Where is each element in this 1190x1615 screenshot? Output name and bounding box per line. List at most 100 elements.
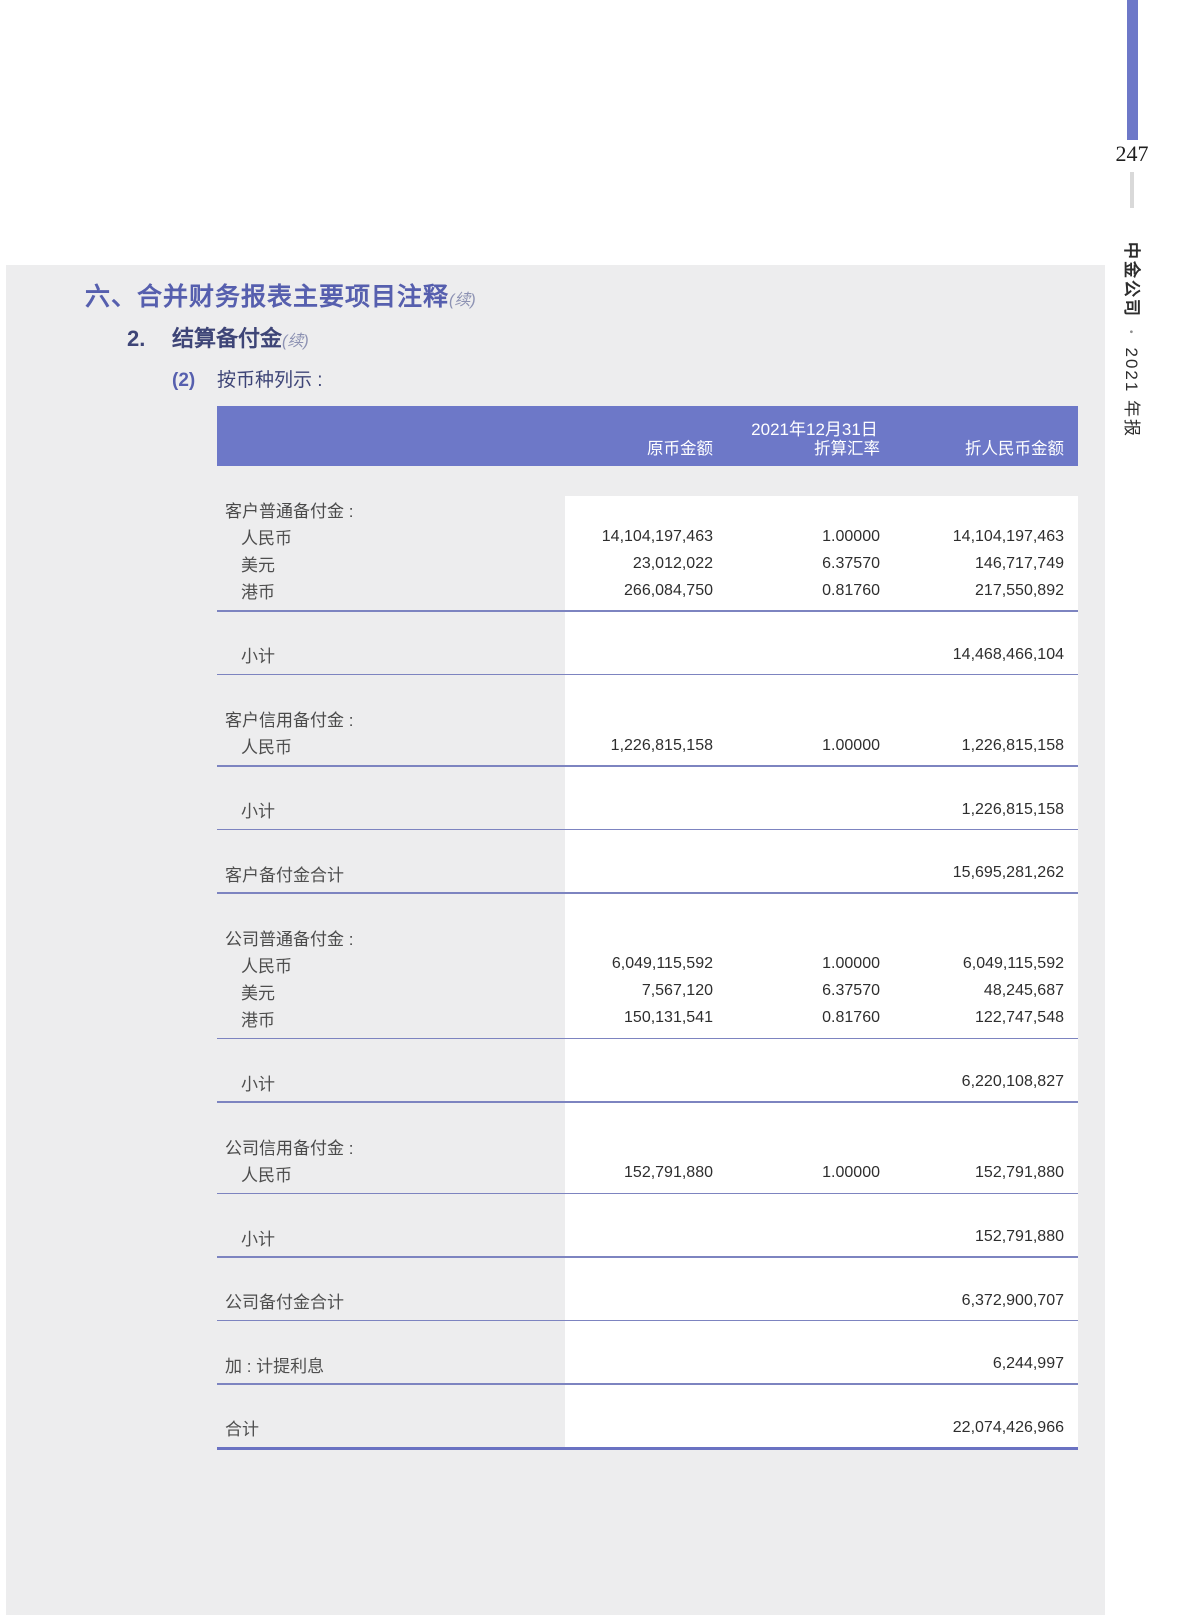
table-rule [217,610,1078,612]
spine-edition: 2021 年报 [1122,347,1141,439]
column-header-cny-amount: 折人民币金额 [965,440,1064,458]
row-label: 客户信用备付金 : [225,711,354,730]
cny-amount-cell: 152,791,880 [975,1228,1064,1245]
subsection-heading-text: 结算备付金 [172,326,283,351]
table-row-currency: 人民币 6,049,115,592 1.00000 6,049,115,592 [217,951,1078,978]
table-row-subtotal: 小计 1,226,815,158 [217,797,1078,823]
spine-bullet-icon: • [1125,330,1136,336]
table-date-header: 2021年12月31日 [751,420,878,439]
row-label: 人民币 [241,1165,292,1185]
table-row-group: 公司信用备付金 : [217,1133,1078,1160]
table-row-total: 公司备付金合计 6,372,900,707 [217,1288,1078,1314]
table-row-currency: 美元 7,567,120 6.37570 48,245,687 [217,978,1078,1005]
row-label: 人民币 [241,956,292,976]
column-header-exchange-rate: 折算汇率 [814,440,880,458]
spine-company: 中金公司 [1122,242,1141,318]
cny-amount-cell: 6,244,997 [992,1355,1064,1372]
cny-amount-cell: 48,245,687 [983,982,1064,999]
table-rule [217,765,1078,767]
row-label: 合计 [225,1420,259,1439]
settlement-deposits-table: 2021年12月31日 原币金额 折算汇率 折人民币金额 客户普通备付金 : 人民… [217,406,1078,1450]
original-amount-cell: 152,791,880 [624,1164,713,1181]
table-row-currency: 人民币 1,226,815,158 1.00000 1,226,815,158 [217,732,1078,759]
cny-amount-cell: 152,791,880 [975,1164,1064,1181]
row-label: 港币 [241,583,275,602]
table-column-headers: 原币金额 折算汇率 折人民币金额 [217,435,1078,459]
list-heading: (2) 按币种列示 : [172,365,323,392]
table-row-subtotal: 小计 152,791,880 [217,1224,1078,1250]
table-rule [217,1383,1078,1385]
table-rule [217,1192,1078,1194]
exchange-rate-cell: 6.37570 [822,554,880,572]
row-label: 公司信用备付金 : [225,1138,354,1158]
row-label: 人民币 [241,529,292,548]
original-amount-cell: 6,049,115,592 [611,955,713,972]
table-rule [217,1319,1078,1321]
cny-amount-cell: 122,747,548 [975,1009,1064,1026]
row-label: 公司备付金合计 [225,1293,344,1312]
row-label: 加 : 计提利息 [225,1356,325,1376]
table-rule [217,892,1078,894]
row-label: 港币 [241,1010,275,1030]
original-amount-cell: 266,084,750 [624,581,713,599]
section-heading: 六、合并财务报表主要项目注释(续) [85,277,476,313]
table-body: 客户普通备付金 : 人民币 14,104,197,463 1.00000 14,104,… [217,496,1078,1450]
table-row-group: 客户普通备付金 : [217,496,1078,523]
page-number: 247 [1115,141,1149,166]
row-label: 美元 [241,983,275,1003]
spine-accent-bar [1127,0,1138,140]
row-label: 小计 [241,1074,275,1094]
table-row-group: 公司普通备付金 : [217,924,1078,951]
cny-amount-cell: 6,372,900,707 [961,1291,1064,1309]
original-amount-cell: 150,131,541 [624,1009,713,1026]
exchange-rate-cell: 0.81760 [822,581,880,599]
cny-amount-cell: 1,226,815,158 [961,736,1064,754]
list-heading-text: 按币种列示 : [217,370,323,391]
exchange-rate-cell: 1.00000 [822,1164,880,1181]
original-amount-cell: 1,226,815,158 [610,736,713,754]
cny-amount-cell: 14,104,197,463 [952,527,1064,545]
table-bottom-rule [217,1446,1078,1450]
table-row-currency: 港币 150,131,541 0.81760 122,747,548 [217,1005,1078,1032]
cny-amount-cell: 15,695,281,262 [952,864,1064,881]
table-rule [217,1256,1078,1258]
exchange-rate-cell: 1.00000 [822,736,880,754]
list-heading-number: (2) [172,370,196,391]
exchange-rate-cell: 1.00000 [822,955,880,972]
table-rule [217,1101,1078,1103]
table-header-band: 2021年12月31日 原币金额 折算汇率 折人民币金额 [217,406,1078,466]
original-amount-cell: 14,104,197,463 [601,527,713,545]
cny-amount-cell: 6,220,108,827 [961,1073,1064,1090]
table-row-total: 合计 22,074,426,966 [217,1415,1078,1441]
row-label: 公司普通备付金 : [225,929,354,949]
table-row-subtotal: 小计 14,468,466,104 [217,642,1078,668]
cny-amount-cell: 22,074,426,966 [952,1418,1064,1436]
table-rule [217,828,1078,830]
section-heading-text: 六、合并财务报表主要项目注释 [85,283,450,311]
subsection-number: 2. [127,326,146,351]
table-rule [217,673,1078,675]
row-label: 美元 [241,556,275,575]
table-row-total: 加 : 计提利息 6,244,997 [217,1351,1078,1377]
table-row-currency: 美元 23,012,022 6.37570 146,717,749 [217,550,1078,577]
table-row-currency: 港币 266,084,750 0.81760 217,550,892 [217,577,1078,604]
spine-title: 中金公司 • 2021 年报 [1121,242,1146,438]
cny-amount-cell: 217,550,892 [975,581,1064,599]
row-label: 小计 [241,647,275,666]
section-heading-continued: (续) [449,292,476,309]
table-row-subtotal: 小计 6,220,108,827 [217,1069,1078,1095]
original-amount-cell: 7,567,120 [641,982,713,999]
subsection-heading: 2. 结算备付金(续) [127,321,309,353]
table-row-currency: 人民币 14,104,197,463 1.00000 14,104,197,463 [217,523,1078,550]
subsection-heading-continued: (续) [282,333,309,350]
exchange-rate-cell: 6.37570 [822,982,880,999]
cny-amount-cell: 146,717,749 [975,554,1064,572]
row-label: 小计 [241,802,275,821]
content-panel: 六、合并财务报表主要项目注释(续) 2. 结算备付金(续) (2) 按币种列示 : … [6,265,1105,1615]
table-row-group: 客户信用备付金 : [217,705,1078,732]
row-label: 客户备付金合计 [225,865,344,885]
cny-amount-cell: 6,049,115,592 [962,955,1064,972]
table-rule [217,1037,1078,1039]
cny-amount-cell: 1,226,815,158 [961,800,1064,818]
original-amount-cell: 23,012,022 [632,554,713,572]
